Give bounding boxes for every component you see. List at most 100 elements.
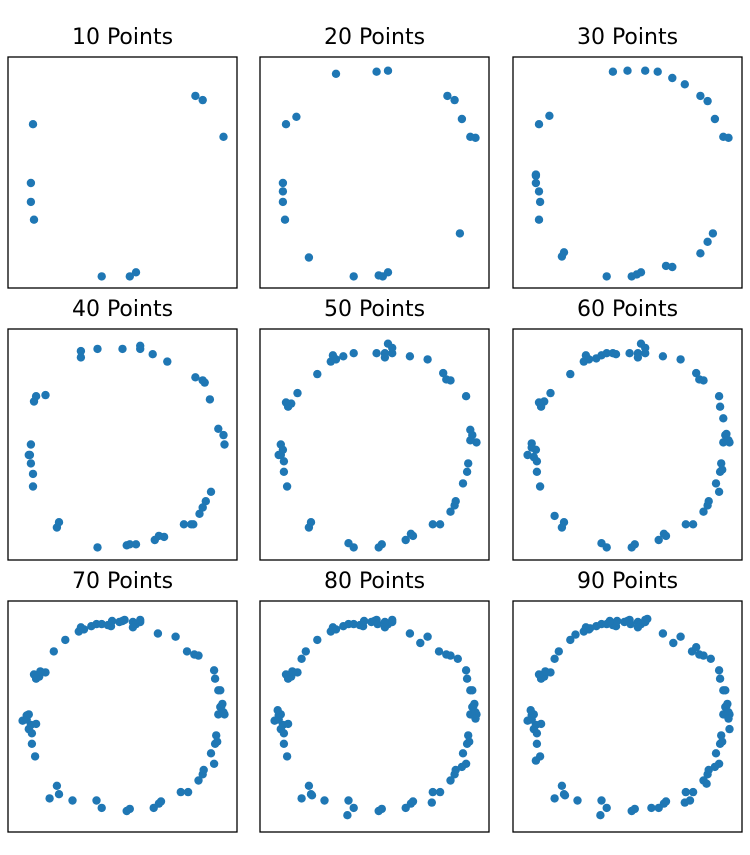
axes-frame <box>7 328 238 561</box>
data-point <box>349 349 358 358</box>
data-point <box>359 616 369 626</box>
data-point <box>681 520 690 529</box>
data-point <box>423 632 432 641</box>
data-point <box>401 535 410 545</box>
data-point <box>107 616 117 626</box>
data-point <box>714 392 724 401</box>
data-point <box>605 616 614 626</box>
data-point <box>195 509 204 518</box>
data-point <box>643 614 652 624</box>
data-point <box>297 654 306 663</box>
data-point <box>125 272 134 281</box>
data-point <box>26 197 36 207</box>
data-point <box>200 378 209 387</box>
data-point <box>710 114 720 124</box>
data-point <box>279 739 289 748</box>
data-point <box>531 178 541 188</box>
data-point <box>279 457 289 466</box>
data-point <box>692 368 701 378</box>
data-point <box>131 268 141 277</box>
panel-7: 70 Points <box>7 569 238 833</box>
data-point <box>557 781 567 790</box>
panel-title: 40 Points <box>72 297 173 322</box>
data-point <box>76 353 86 362</box>
data-point <box>465 737 474 746</box>
data-point <box>446 651 455 660</box>
data-point <box>680 80 689 89</box>
data-point <box>380 623 390 632</box>
axes-frame <box>259 600 490 833</box>
data-point <box>163 357 172 366</box>
data-point <box>136 341 145 350</box>
data-point <box>93 344 102 354</box>
data-point <box>306 518 316 527</box>
data-point <box>625 349 634 358</box>
data-point <box>372 67 381 76</box>
data-point <box>722 429 731 439</box>
data-point <box>349 803 358 813</box>
data-point <box>699 651 708 660</box>
data-point <box>531 170 541 179</box>
data-point <box>723 699 732 709</box>
data-point <box>331 69 341 79</box>
data-point <box>209 759 219 768</box>
axes-frame <box>259 56 490 289</box>
data-point <box>49 647 58 656</box>
data-point <box>24 450 33 460</box>
data-point <box>688 787 698 797</box>
data-point <box>602 272 611 281</box>
data-point <box>68 796 77 805</box>
data-point <box>28 469 38 479</box>
data-point <box>708 229 718 238</box>
panel-5: 50 Points <box>259 297 490 561</box>
data-point <box>388 343 397 353</box>
data-point <box>546 388 555 398</box>
data-point <box>156 797 166 806</box>
panel-3: 30 Points <box>512 25 743 289</box>
data-point <box>532 739 542 748</box>
data-point <box>531 756 541 765</box>
data-point <box>464 459 473 468</box>
data-point <box>52 781 62 790</box>
data-point <box>423 355 432 364</box>
data-point <box>210 674 220 683</box>
data-point <box>213 737 222 746</box>
data-point <box>29 670 39 679</box>
data-point <box>611 350 621 359</box>
data-point <box>532 457 542 466</box>
data-point <box>41 390 50 400</box>
data-point <box>278 197 288 207</box>
panel-title: 90 Points <box>577 569 678 594</box>
data-point <box>28 482 38 491</box>
data-point <box>535 197 545 207</box>
data-point <box>450 95 459 105</box>
data-point <box>30 752 40 761</box>
data-point <box>212 731 221 740</box>
data-point <box>343 811 352 820</box>
axes-frame <box>7 600 238 833</box>
data-point <box>220 440 229 449</box>
data-point <box>45 794 54 803</box>
data-point <box>458 479 468 488</box>
panel-title: 10 Points <box>72 25 173 50</box>
axes-frame <box>512 56 743 289</box>
data-point <box>571 630 580 639</box>
data-point <box>205 395 215 404</box>
data-point <box>278 187 288 196</box>
data-point <box>597 796 606 805</box>
data-point <box>282 482 292 491</box>
data-point <box>61 635 70 645</box>
data-point <box>536 719 546 729</box>
data-point <box>685 796 695 805</box>
data-point <box>704 497 713 506</box>
data-point <box>293 388 302 398</box>
data-point <box>131 540 141 549</box>
data-point <box>699 507 708 516</box>
data-point <box>668 262 677 272</box>
data-point <box>699 376 708 385</box>
data-point <box>27 729 37 738</box>
data-point <box>148 350 157 359</box>
data-point <box>373 619 382 629</box>
data-point <box>532 729 542 738</box>
data-point <box>31 392 41 401</box>
